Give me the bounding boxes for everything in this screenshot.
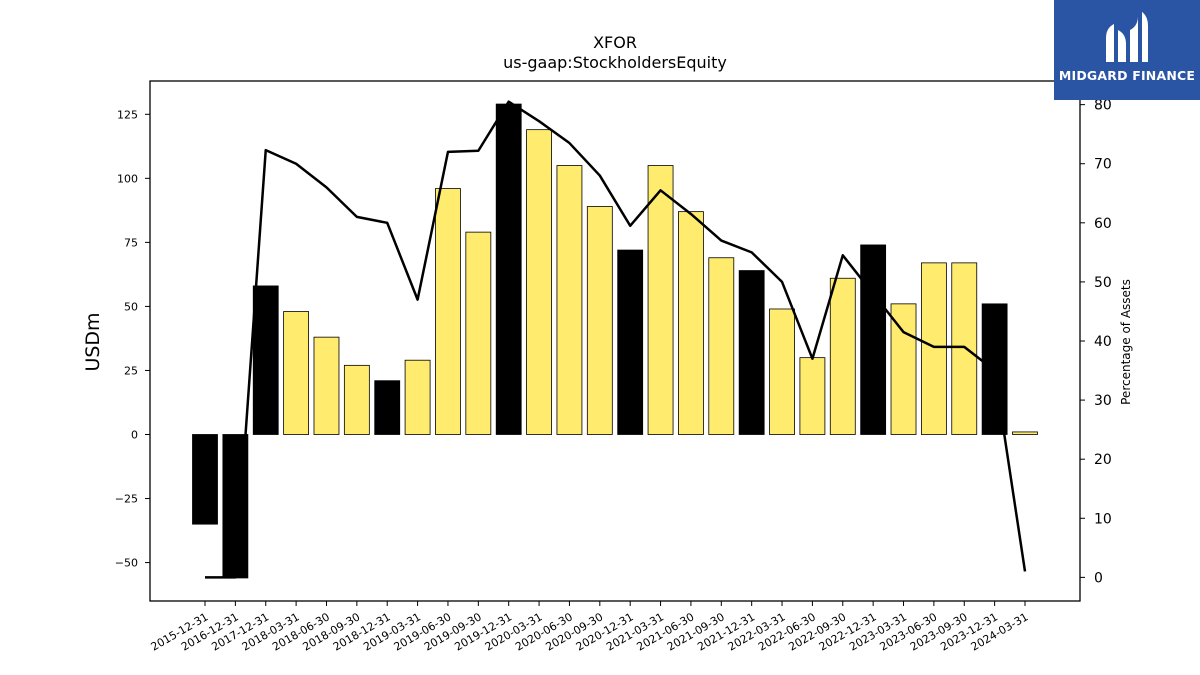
bar-2023-06-30 [920,262,947,435]
chart-title: XFOR [593,33,637,52]
bar-2019-06-30 [435,188,461,435]
y2-tick-label: 40 [1094,334,1112,350]
y-tick-label: −25 [115,493,138,506]
y2-tick-label: 60 [1094,216,1112,232]
bar-2021-09-30 [708,257,735,435]
bar-2022-03-31 [769,308,795,435]
y2-tick-label: 70 [1094,157,1112,173]
bar-2023-09-30 [951,262,978,435]
brand-logo: MIDGARD FINANCE [1054,0,1200,100]
bar-2022-12-31 [860,244,887,435]
midgard-logo-icon [1106,12,1148,62]
bar-2015-12-31 [192,434,218,525]
y-tick-label: 0 [131,428,138,441]
bar-2018-09-30 [343,364,370,435]
percentage-line [205,100,1027,579]
y2-tick-label: 30 [1094,393,1112,409]
y-tick-label: 25 [124,364,138,377]
bar-2017-12-31 [252,285,279,435]
bar-2019-12-31 [495,103,522,435]
y2-tick-label: 20 [1094,452,1112,468]
plot-area: −50−250255075100125010203040506070802015… [115,80,1112,654]
y2-tick-label: 10 [1094,511,1112,527]
y-tick-label: 100 [117,172,138,185]
y2-tick-label: 0 [1094,570,1103,586]
bar-2018-03-31 [283,311,310,435]
y-tick-label: 50 [124,300,138,313]
y-tick-label: 75 [124,236,138,249]
bar-2023-03-31 [890,303,917,435]
chart-subtitle: us-gaap:StockholdersEquity [503,53,727,72]
y2-tick-label: 50 [1094,275,1112,291]
bar-2018-12-31 [374,380,401,435]
bar-2024-03-31 [1012,431,1038,435]
bar-2021-06-30 [678,211,704,435]
bar-2020-03-31 [526,129,552,435]
bar-2020-12-31 [617,249,644,435]
bar-2021-03-31 [647,165,674,435]
bar-2018-06-30 [313,336,340,435]
bar-2020-09-30 [586,206,613,435]
y-axis-label: USDm [82,312,104,371]
y2-tick-label: 80 [1094,98,1112,114]
bar-2022-06-30 [799,357,826,435]
brand-name: MIDGARD FINANCE [1058,68,1196,83]
y-tick-label: −50 [115,557,138,570]
y2-axis-label: Percentage of Assets [1119,279,1133,405]
bar-2022-09-30 [829,277,856,435]
bar-2019-03-31 [404,359,431,435]
y-tick-label: 125 [117,108,138,121]
bar-2020-06-30 [556,165,583,435]
bar-2019-09-30 [465,231,492,435]
bar-2021-12-31 [738,270,765,435]
